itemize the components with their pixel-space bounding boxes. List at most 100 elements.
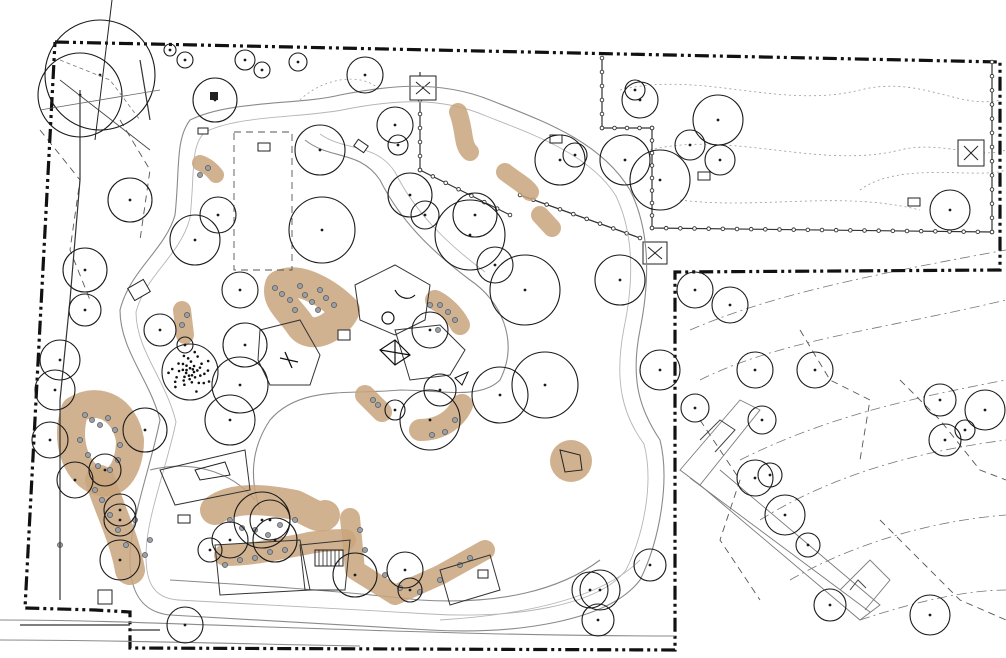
tree	[411, 311, 449, 349]
bench	[197, 127, 209, 135]
fence-post	[649, 200, 655, 206]
tree	[571, 571, 609, 609]
fence-post	[649, 138, 655, 143]
tree	[99, 539, 141, 581]
tree	[964, 389, 1006, 431]
tree	[31, 421, 69, 459]
tree	[39, 339, 81, 381]
tree	[579, 569, 621, 611]
fence-post	[975, 229, 981, 235]
fence-post	[456, 187, 461, 192]
tree	[163, 43, 177, 57]
tree	[387, 134, 409, 156]
fence-post	[777, 227, 782, 232]
fence-post	[599, 97, 605, 103]
bench	[127, 278, 151, 302]
tree	[676, 271, 714, 309]
tree	[199, 196, 237, 234]
tree	[211, 521, 249, 559]
tree	[332, 552, 378, 598]
fence-post	[649, 125, 655, 131]
fence-post	[862, 228, 867, 233]
tree	[103, 493, 137, 527]
fence-post	[706, 226, 711, 231]
tree	[452, 192, 498, 238]
bench	[353, 138, 369, 154]
fence-post	[469, 193, 474, 198]
tree	[176, 336, 194, 354]
tree	[211, 356, 269, 414]
tree	[747, 405, 777, 435]
tree	[410, 200, 440, 230]
tree	[288, 52, 308, 72]
fence-post	[748, 226, 754, 232]
fence-post	[989, 73, 995, 79]
tree	[511, 351, 579, 419]
fence-post	[417, 167, 423, 173]
fence-post	[430, 174, 436, 179]
fence-post	[637, 235, 643, 241]
tree	[294, 124, 346, 176]
sand-pit	[161, 343, 219, 401]
tree	[581, 603, 615, 637]
fence-post	[763, 227, 768, 232]
bench	[477, 569, 489, 579]
tree	[489, 254, 561, 326]
fence-post	[904, 228, 910, 234]
marker	[210, 92, 218, 100]
fence-post	[649, 188, 655, 193]
tree	[88, 453, 122, 487]
fence-post	[417, 125, 423, 131]
fence-post	[692, 226, 697, 231]
tree	[44, 19, 156, 131]
tree	[757, 462, 783, 488]
fence-post	[649, 163, 655, 168]
terrain-contours	[39, 78, 1006, 621]
play-areas	[97, 127, 921, 606]
tree	[909, 594, 951, 636]
tree	[222, 322, 268, 368]
fence-post	[612, 125, 617, 131]
bench	[257, 142, 271, 152]
tree	[386, 551, 424, 589]
tree	[176, 51, 194, 69]
fence-post	[890, 228, 896, 234]
utility-box	[97, 589, 113, 605]
tree	[221, 271, 259, 309]
tree	[562, 142, 588, 168]
tree	[764, 494, 806, 536]
tree-canopies	[31, 19, 1006, 644]
fence-post	[599, 55, 605, 61]
fence-post	[557, 207, 563, 212]
fence-post	[989, 158, 995, 164]
tree	[594, 254, 646, 306]
tree	[704, 144, 736, 176]
tree	[534, 134, 586, 186]
fence-post	[544, 202, 549, 207]
tree	[476, 246, 514, 284]
property-boundary	[23, 40, 1002, 652]
fence-post	[611, 226, 616, 231]
fence-post	[848, 228, 853, 233]
tree	[166, 606, 204, 644]
fence-post	[720, 226, 726, 232]
fence-post	[989, 130, 995, 136]
tree	[929, 189, 971, 231]
fence-post	[933, 229, 938, 234]
tree	[103, 503, 137, 537]
fence-post	[599, 83, 605, 89]
tree	[674, 129, 706, 161]
tree	[397, 577, 423, 603]
tree	[928, 423, 962, 457]
fence-post	[989, 229, 995, 235]
tree	[736, 351, 774, 389]
fence-post	[961, 229, 966, 234]
fence-post	[571, 211, 576, 217]
fence-post	[734, 226, 740, 232]
tree	[923, 383, 957, 417]
tree	[954, 419, 976, 441]
tree	[434, 199, 506, 271]
survey-lines	[39, 0, 218, 151]
fence-post	[507, 212, 513, 218]
